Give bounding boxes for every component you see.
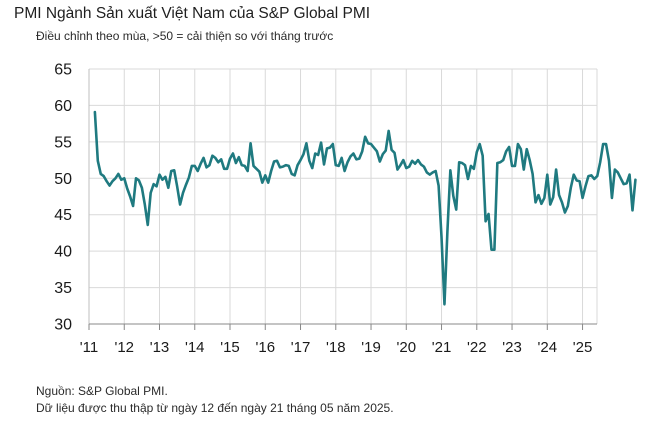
x-tick-label: '23 <box>502 339 522 356</box>
y-tick-label: 40 <box>54 244 72 261</box>
y-tick-label: 35 <box>54 280 72 297</box>
y-tick-label: 65 <box>54 62 72 79</box>
x-tick-label: '18 <box>326 339 346 356</box>
x-tick-label: '17 <box>291 339 311 356</box>
series-group <box>93 110 637 306</box>
y-tick-label: 30 <box>54 317 72 334</box>
x-tick-label: '22 <box>467 339 487 356</box>
y-axis-ticks: 65 60 55 50 45 40 35 30 <box>54 62 72 334</box>
x-tick-label: '19 <box>361 339 381 356</box>
y-tick-label: 55 <box>54 134 72 151</box>
y-tick-label: 60 <box>54 98 72 115</box>
x-tick-label: '21 <box>432 339 452 356</box>
x-tick-label: '14 <box>185 339 205 356</box>
y-tick-label: 50 <box>54 171 72 188</box>
chart-title: PMI Ngành Sản xuất Việt Nam của S&P Glob… <box>14 5 371 22</box>
x-tick-label: '25 <box>573 339 593 356</box>
x-tick-label: '13 <box>150 339 170 356</box>
pmi-series-line <box>93 110 637 306</box>
x-tick-label: '16 <box>255 339 275 356</box>
x-tick-label: '24 <box>538 339 558 356</box>
x-tick-label: '15 <box>220 339 240 356</box>
collection-note: Dữ liệu được thu thập từ ngày 12 đến ngà… <box>36 401 394 415</box>
x-tick-label: '12 <box>114 339 134 356</box>
grid-lines <box>88 68 598 330</box>
x-tick-label: '11 <box>80 339 98 356</box>
y-tick-label: 45 <box>54 207 72 224</box>
chart-subtitle: Điều chỉnh theo mùa, >50 = cải thiện so … <box>36 29 334 43</box>
source-note: Nguồn: S&P Global PMI. <box>36 384 168 398</box>
x-axis-ticks: '11 '12 '13 '14 '15 '16 '17 '18 '19 '20 '21 '22 '23 '… <box>80 339 593 356</box>
x-tick-label: '20 <box>396 339 416 356</box>
